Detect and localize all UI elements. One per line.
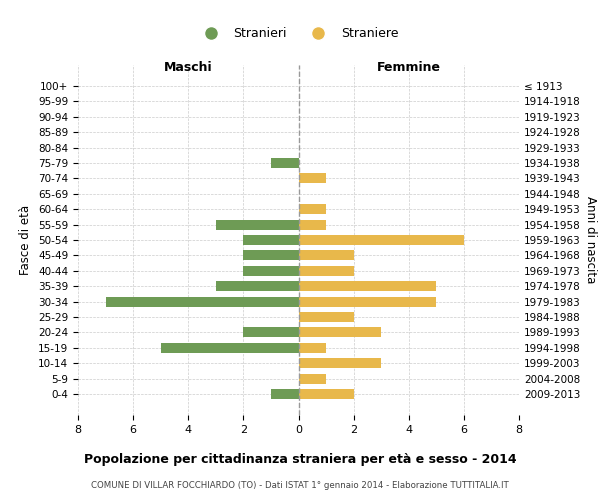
Bar <box>299 374 326 384</box>
Text: Popolazione per cittadinanza straniera per età e sesso - 2014: Popolazione per cittadinanza straniera p… <box>83 452 517 466</box>
Bar <box>244 328 299 338</box>
Bar <box>299 266 353 276</box>
Text: Maschi: Maschi <box>164 60 212 74</box>
Text: COMUNE DI VILLAR FOCCHIARDO (TO) - Dati ISTAT 1° gennaio 2014 - Elaborazione TUT: COMUNE DI VILLAR FOCCHIARDO (TO) - Dati … <box>91 481 509 490</box>
Bar <box>299 389 353 399</box>
Bar <box>299 174 326 184</box>
Bar <box>299 328 381 338</box>
Bar <box>216 281 299 291</box>
Bar <box>299 312 353 322</box>
Bar <box>299 358 381 368</box>
Bar <box>299 343 326 353</box>
Text: Femmine: Femmine <box>377 60 441 74</box>
Bar <box>299 281 436 291</box>
Bar <box>299 250 353 260</box>
Bar <box>299 235 464 245</box>
Bar <box>106 296 299 306</box>
Bar <box>244 266 299 276</box>
Legend: Stranieri, Straniere: Stranieri, Straniere <box>194 22 403 46</box>
Bar <box>299 204 326 214</box>
Y-axis label: Fasce di età: Fasce di età <box>19 205 32 275</box>
Bar <box>271 389 299 399</box>
Bar <box>271 158 299 168</box>
Bar <box>299 296 436 306</box>
Bar <box>161 343 299 353</box>
Bar <box>299 220 326 230</box>
Bar <box>244 250 299 260</box>
Y-axis label: Anni di nascita: Anni di nascita <box>584 196 597 284</box>
Bar <box>216 220 299 230</box>
Bar <box>244 235 299 245</box>
